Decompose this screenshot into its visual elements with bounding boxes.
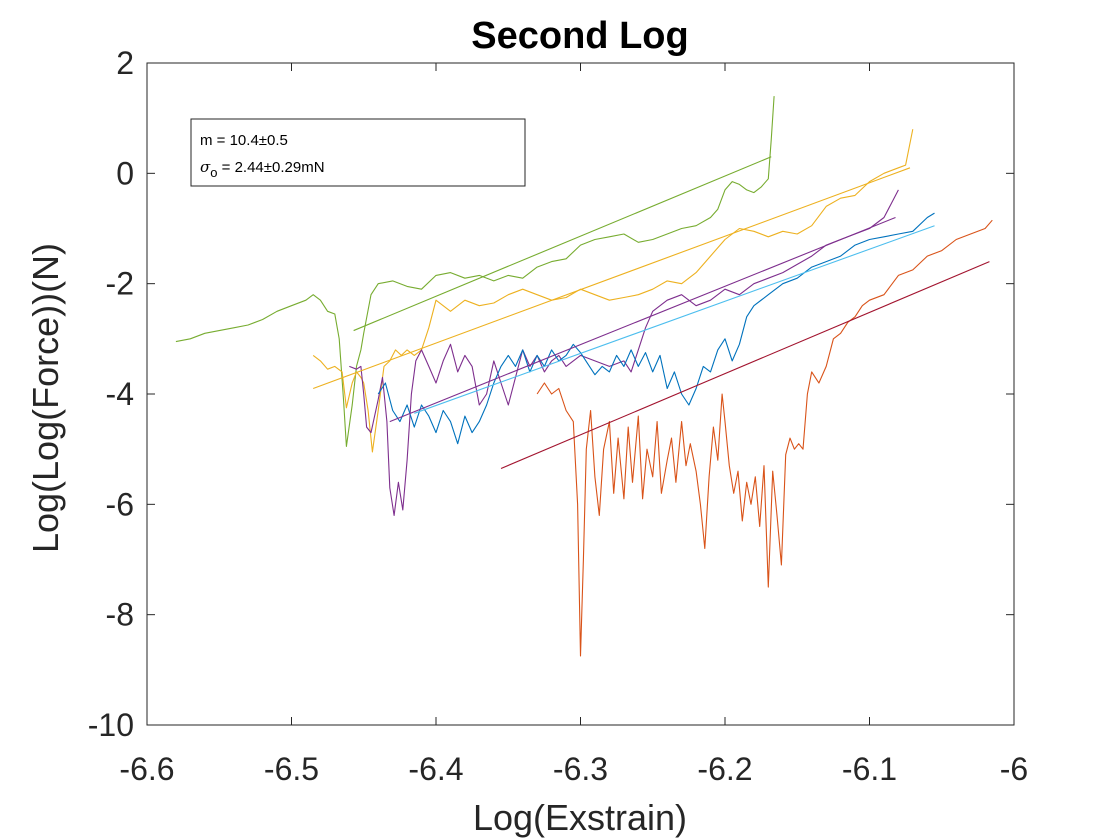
series-line-4	[377, 212, 935, 445]
annotation-box: m = 10.4±0.5 σo = 2.44±0.29mN	[190, 118, 526, 187]
y-tick-label: 2	[116, 45, 134, 81]
fit-line-5	[500, 261, 990, 469]
x-tick-label: -6.5	[264, 751, 319, 787]
x-axis-label: Log(Exstrain)	[473, 797, 687, 838]
x-tick-label: -6.3	[553, 751, 608, 787]
x-tick-label: -6	[1000, 751, 1028, 787]
fit-line-4	[414, 225, 935, 414]
fit-line-1	[353, 156, 772, 332]
x-tick-label: -6.2	[697, 751, 752, 787]
fit-line-2	[312, 167, 911, 389]
y-tick-label: -4	[106, 376, 134, 412]
y-tick-label: -2	[106, 266, 134, 302]
chart-title: Second Log	[471, 15, 688, 57]
axis-ticks: -6.6 -6.5 -6.4 -6.3 -6.2 -6.1 -6 2 0 -2 -4 -6 -8 -10	[88, 45, 1028, 787]
annotation-box-frame	[190, 118, 526, 187]
series-line-1	[175, 96, 775, 447]
fit-lines-layer	[312, 156, 990, 469]
annotation-slope-text: m = 10.4±0.5	[200, 132, 288, 149]
y-axis-label: Log(Log(Force))(N)	[25, 243, 66, 553]
x-tick-label: -6.1	[842, 751, 897, 787]
series-layer	[175, 96, 993, 657]
y-tick-label: 0	[116, 155, 134, 191]
x-tick-label: -6.4	[408, 751, 463, 787]
annotation-sigma-text: σo = 2.44±0.29mN	[200, 158, 325, 180]
x-tick-label: -6.6	[119, 751, 174, 787]
y-tick-label: -10	[88, 707, 134, 743]
series-line-3	[349, 189, 899, 516]
series-line-5	[536, 219, 993, 657]
y-tick-label: -6	[106, 486, 134, 522]
fit-line-3	[389, 216, 896, 423]
annotation-sigma-symbol: σ	[200, 158, 211, 176]
annotation-sigma-value: = 2.44±0.29mN	[217, 159, 324, 176]
series-line-2	[312, 129, 914, 453]
y-tick-label: -8	[106, 597, 134, 633]
annotation-sigma-subscript: o	[210, 165, 217, 180]
